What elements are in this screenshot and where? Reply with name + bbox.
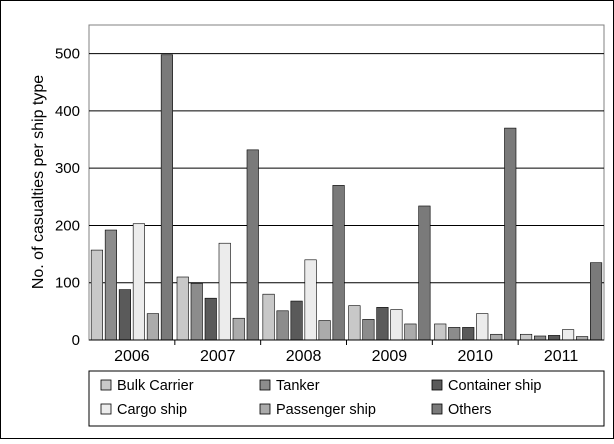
legend-swatch (100, 403, 112, 415)
bar-others-2011 (590, 262, 603, 341)
bar-tanker-2010 (448, 327, 461, 341)
bar-cargo-ship-2009 (390, 309, 403, 341)
legend-label: Others (448, 402, 492, 418)
bar-container-ship-2006 (118, 289, 131, 341)
legend-label: Tanker (276, 378, 320, 394)
bar-others-2008 (332, 185, 345, 341)
y-tick-label: 0 (72, 332, 80, 349)
x-category-label: 2006 (114, 348, 150, 365)
gridlines (89, 53, 604, 284)
bar-container-ship-2009 (376, 307, 389, 341)
bar-others-2006 (160, 54, 173, 341)
bar-cargo-ship-2011 (562, 329, 575, 341)
x-category-label: 2009 (372, 348, 408, 365)
legend-swatch (431, 403, 443, 415)
bar-tanker-2011 (534, 335, 547, 341)
bars (90, 54, 603, 341)
y-tick-label: 200 (55, 217, 80, 234)
legend-label: Cargo ship (117, 402, 187, 418)
bar-container-ship-2010 (462, 327, 475, 341)
bar-bulk-carrier-2006 (90, 249, 103, 341)
legend: Bulk Carrier Tanker Container ship Cargo sh… (100, 378, 542, 418)
bar-tanker-2009 (362, 319, 375, 341)
bar-bulk-carrier-2007 (176, 276, 189, 341)
bar-bulk-carrier-2011 (520, 333, 533, 341)
y-tick-label: 300 (55, 160, 80, 177)
legend-label: Bulk Carrier (117, 378, 194, 394)
legend-label: Passenger ship (276, 402, 376, 418)
bar-bulk-carrier-2010 (434, 323, 447, 341)
bar-cargo-ship-2010 (476, 313, 489, 341)
x-category-label: 2010 (457, 348, 493, 365)
bar-passenger-ship-2006 (146, 313, 159, 341)
legend-swatch (100, 379, 112, 391)
y-tick-label: 100 (55, 275, 80, 292)
bar-container-ship-2008 (290, 300, 303, 341)
legend-swatch (431, 379, 443, 391)
y-tick-label: 500 (55, 46, 80, 63)
plot-area (88, 24, 605, 341)
bar-passenger-ship-2011 (576, 336, 589, 341)
bar-bulk-carrier-2008 (262, 293, 275, 341)
bar-container-ship-2011 (548, 335, 561, 341)
x-category-label: 2008 (286, 348, 322, 365)
x-category-labels: 2006 2007 2008 2009 2010 2011 (114, 340, 578, 365)
bar-cargo-ship-2007 (218, 242, 231, 341)
bar-passenger-ship-2009 (404, 323, 417, 341)
legend-swatch (259, 403, 271, 415)
bar-container-ship-2007 (204, 297, 217, 341)
legend-box (88, 370, 605, 427)
bar-others-2007 (246, 149, 259, 341)
bar-cargo-ship-2006 (132, 223, 145, 341)
bar-others-2009 (418, 205, 431, 341)
bar-tanker-2008 (276, 310, 289, 341)
bar-passenger-ship-2010 (490, 333, 503, 341)
y-tick-label: 400 (55, 103, 80, 120)
x-category-label: 2007 (200, 348, 236, 365)
legend-label: Container ship (448, 378, 542, 394)
bar-cargo-ship-2008 (304, 259, 317, 341)
bar-tanker-2007 (190, 282, 203, 341)
y-tick-labels: 0 100 200 300 400 500 (55, 46, 80, 349)
x-category-label: 2011 (544, 348, 579, 365)
bar-bulk-carrier-2009 (348, 305, 361, 341)
bar-passenger-ship-2007 (232, 317, 245, 341)
legend-swatch (259, 379, 271, 391)
bar-others-2010 (504, 127, 517, 341)
y-axis-label: No. of casualties per ship type (30, 75, 47, 289)
bar-passenger-ship-2008 (318, 320, 331, 341)
bar-tanker-2006 (104, 229, 117, 341)
